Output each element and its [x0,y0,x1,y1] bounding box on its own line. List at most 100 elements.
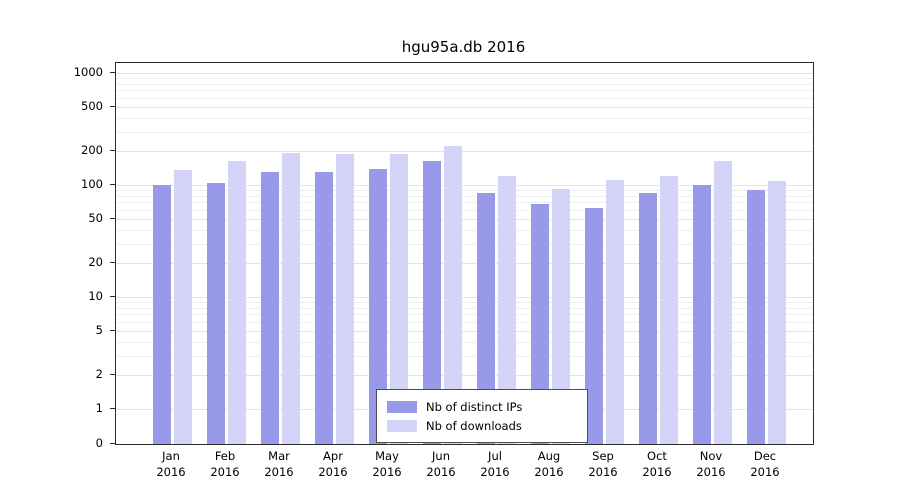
gridline-900 [116,78,813,80]
bar-ips-jun [422,160,441,444]
x-tick-label-dec: Dec 2016 [735,448,795,480]
bar-ips-mar [260,172,279,444]
gridline-5 [116,330,813,332]
x-tick-month: Mar [268,449,290,463]
x-tick-month: Oct [647,449,667,463]
gridline-6 [116,321,813,323]
x-tick-year: 2016 [372,465,402,479]
x-tick-label-nov: Nov 2016 [681,448,741,480]
bar-ips-dec [746,190,765,444]
bar-ips-jul [476,192,495,444]
bar-ips-oct [638,192,657,444]
x-tick-month: Apr [323,449,343,463]
gridline-800 [116,83,813,85]
y-tick-label-100: 100 [81,177,103,191]
y-tick-label-20: 20 [88,255,103,270]
bar-downloads-oct [659,176,678,444]
y-tick-mark-20 [110,262,115,264]
legend: Nb of distinct IPs Nb of downloads [376,389,588,443]
gridline-400 [116,117,813,119]
gridline-10 [116,297,813,298]
legend-row-downloads: Nb of downloads [387,416,577,435]
y-tick-label-1: 1 [95,401,103,415]
y-tick-mark-200 [110,150,115,152]
x-tick-label-aug: Aug 2016 [519,448,579,480]
gridline-9 [116,302,813,304]
y-tick-label-50: 50 [88,210,103,225]
bar-ips-sep [584,207,603,444]
legend-row-ips: Nb of distinct IPs [387,397,577,416]
gridline-500 [116,106,813,108]
x-tick-year: 2016 [534,465,564,479]
gridline-30 [116,243,813,245]
gridline-70 [116,202,813,204]
x-tick-month: Feb [214,449,236,463]
x-tick-year: 2016 [318,465,348,479]
y-tick-label-1000: 1000 [73,65,103,79]
bar-ips-aug [530,203,549,444]
bar-downloads-jun [443,145,462,444]
y-tick-label-0: 0 [95,436,103,450]
x-tick-year: 2016 [480,465,510,479]
y-tick-mark-0 [110,443,115,444]
x-tick-label-mar: Mar 2016 [249,448,309,480]
y-tick-mark-10 [110,296,115,297]
legend-label-ips: Nb of distinct IPs [426,399,523,414]
x-tick-month: Jul [488,449,502,463]
y-tick-label-2: 2 [95,367,103,382]
x-tick-label-sep: Sep 2016 [573,448,633,480]
gridline-600 [116,97,813,99]
bar-downloads-dec [767,181,786,444]
gridline-40 [116,229,813,231]
x-tick-label-jun: Jun 2016 [411,448,471,480]
x-tick-label-feb: Feb 2016 [195,448,255,480]
gridline-90 [116,190,813,192]
gridline-700 [116,90,813,92]
x-tick-label-jul: Jul 2016 [465,448,525,480]
x-tick-year: 2016 [426,465,456,479]
x-tick-year: 2016 [264,465,294,479]
x-tick-month: Aug [537,449,561,463]
x-tick-month: Dec [753,449,777,463]
plot-area: Nb of distinct IPs Nb of downloads [115,62,814,445]
y-tick-label-200: 200 [81,143,103,158]
legend-swatch-ips [387,400,417,413]
bar-ips-apr [314,172,333,444]
x-tick-label-jan: Jan 2016 [141,448,201,480]
x-tick-label-may: May 2016 [357,448,417,480]
x-tick-month: Sep [592,449,614,463]
gridline-60 [116,209,813,211]
gridline-20 [116,263,813,265]
legend-label-downloads: Nb of downloads [426,418,522,433]
chart-title: hgu95a.db 2016 [401,38,526,56]
bar-downloads-jan [173,170,192,444]
gridline-1000 [116,73,813,74]
x-tick-year: 2016 [642,465,672,479]
x-tick-year: 2016 [696,465,726,479]
bar-downloads-nov [713,160,732,444]
bar-ips-nov [692,185,711,444]
x-tick-year: 2016 [210,465,240,479]
bar-downloads-feb [227,160,246,444]
bar-downloads-sep [605,180,624,444]
bar-downloads-aug [551,189,570,444]
gridline-100 [116,185,813,186]
x-tick-year: 2016 [156,465,186,479]
gridline-50 [116,218,813,220]
bar-downloads-may [389,153,408,444]
y-tick-label-5: 5 [95,322,103,337]
gridline-80 [116,195,813,197]
gridline-3 [116,355,813,357]
y-tick-mark-5 [110,329,115,331]
x-tick-month: Jan [162,449,180,463]
x-tick-year: 2016 [588,465,618,479]
gridline-200 [116,151,813,153]
gridline-7 [116,314,813,316]
bar-downloads-mar [281,152,300,444]
gridline-2 [116,375,813,377]
x-tick-label-oct: Oct 2016 [627,448,687,480]
x-tick-month: Jun [432,449,450,463]
bar-ips-feb [206,182,225,444]
bar-ips-may [368,168,387,444]
